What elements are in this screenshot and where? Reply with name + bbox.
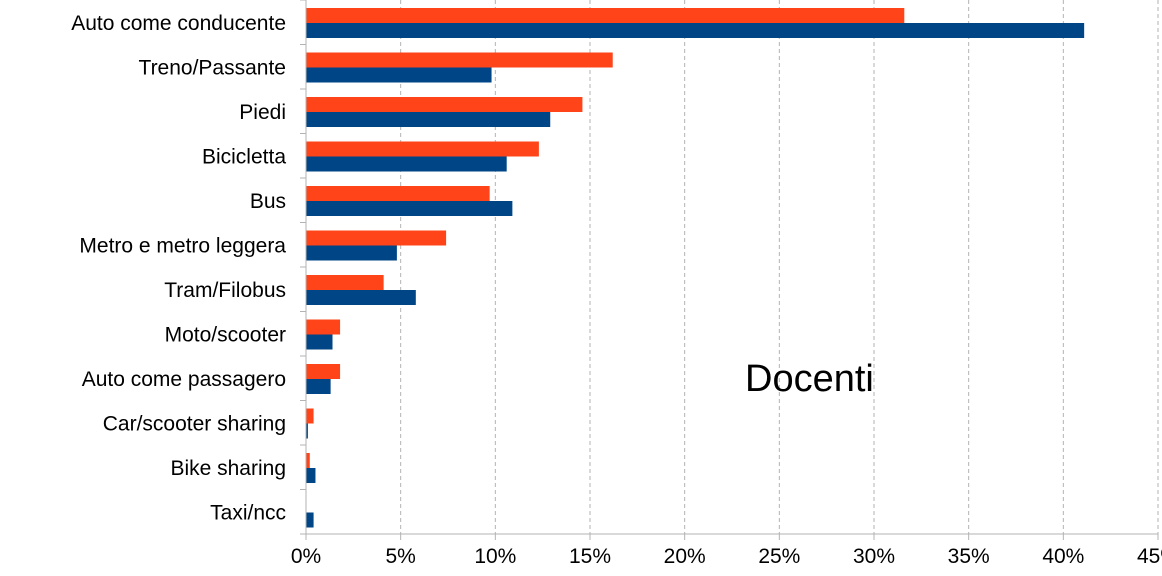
bar	[306, 290, 416, 305]
bar	[306, 512, 314, 528]
bar	[306, 201, 513, 216]
x-tick-label: 5%	[385, 545, 415, 568]
bar	[306, 97, 583, 112]
category-label: Metro e metro leggera	[79, 235, 286, 258]
axes	[300, 0, 1159, 540]
bar	[306, 67, 492, 83]
chart-annotation: Docenti	[745, 358, 874, 400]
x-tick-label: 10%	[474, 545, 516, 568]
x-tick-label: 20%	[664, 545, 706, 568]
x-tick-label: 45%	[1137, 545, 1162, 568]
category-label: Auto come passagero	[82, 368, 286, 391]
bar	[306, 379, 331, 394]
bar	[306, 23, 1085, 38]
x-tick-label: 15%	[569, 545, 611, 568]
bar	[306, 156, 507, 172]
category-label: Piedi	[239, 101, 286, 124]
category-label: Bike sharing	[170, 457, 286, 480]
x-tick-label: 25%	[758, 545, 800, 568]
bar	[306, 468, 316, 483]
bar	[306, 364, 341, 379]
category-label: Moto/scooter	[165, 324, 286, 347]
category-label: Bicicletta	[202, 146, 286, 169]
category-label: Taxi/ncc	[210, 502, 286, 525]
bar	[306, 453, 310, 468]
bar	[306, 245, 397, 261]
bar	[306, 408, 314, 424]
category-labels: Auto come conducente Treno/Passante Piedi B…	[71, 12, 286, 525]
bar	[306, 423, 308, 439]
bar	[306, 334, 333, 350]
bar	[306, 230, 447, 246]
category-label: Treno/Passante	[139, 57, 286, 80]
bar	[306, 319, 341, 335]
bar	[306, 112, 551, 127]
category-label: Tram/Filobus	[164, 279, 286, 302]
bar	[306, 8, 905, 23]
category-label: Car/scooter sharing	[103, 413, 286, 436]
x-tick-label: 35%	[948, 545, 990, 568]
x-tick-label: 40%	[1042, 545, 1084, 568]
bar	[306, 275, 384, 290]
x-tick-label: 0%	[291, 545, 321, 568]
category-label: Bus	[250, 190, 286, 213]
bars	[306, 8, 1085, 528]
gridlines	[400, 0, 1159, 534]
bar	[306, 141, 539, 157]
bar	[306, 186, 490, 201]
bar	[306, 52, 613, 68]
x-tick-label: 30%	[853, 545, 895, 568]
category-label: Auto come conducente	[71, 12, 286, 35]
x-tick-labels: 0% 5% 10% 15% 20% 25% 30% 35% 40% 45%	[291, 545, 1162, 568]
